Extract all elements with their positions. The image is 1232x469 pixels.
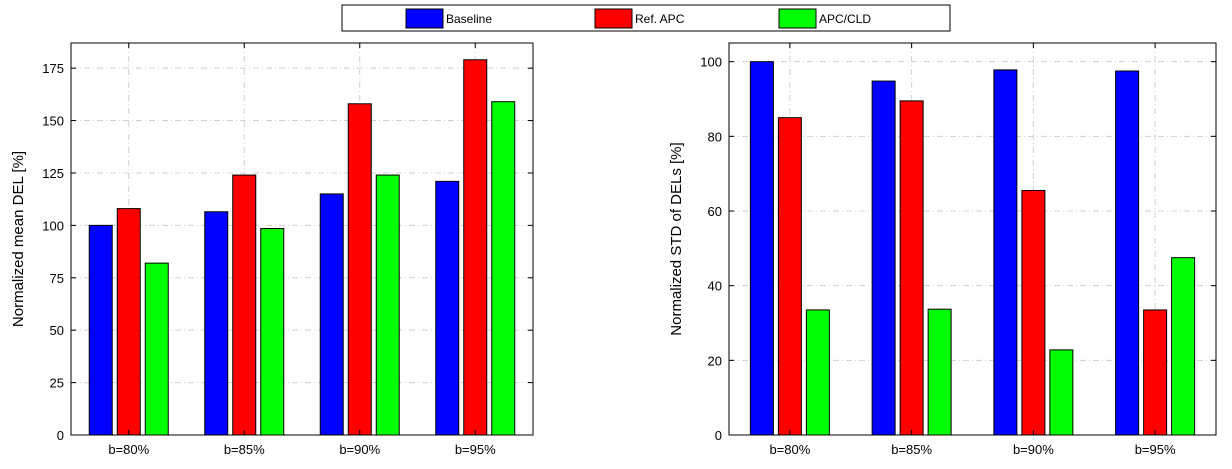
axes-frame [728, 42, 1217, 436]
legend-swatch-baseline [405, 8, 444, 29]
y-tick-label: 50 [50, 323, 64, 338]
bar-std-ref-apc-3 [1143, 309, 1168, 436]
y-axis-label: Normalized mean DEL [%] [10, 151, 27, 327]
chart-mean-del: 0 25 50 75 100 125 150 175 b=80% b=85% b=90% b=95% N… [10, 42, 534, 457]
bar-mean-apc-cld-0 [144, 262, 169, 436]
x-tick-label: b=85% [224, 442, 265, 457]
x-tick-label: b=90% [339, 442, 380, 457]
x-tick-label: b=80% [769, 442, 810, 457]
legend-swatch-apc-cld [778, 8, 817, 29]
bar-std-apc-cld-0 [805, 309, 830, 436]
y-tick-label: 100 [700, 55, 722, 70]
bar-std-baseline-3 [1115, 70, 1140, 436]
axes-frame [70, 42, 534, 436]
y-tick-label: 75 [50, 271, 64, 286]
bar-mean-baseline-0 [88, 224, 113, 436]
x-tick-label: b=85% [891, 442, 932, 457]
bar-std-apc-cld-3 [1171, 257, 1196, 436]
bar-mean-ref-apc-0 [116, 208, 141, 436]
y-axis-label: Normalized STD of DELs [%] [668, 142, 685, 335]
bar-mean-baseline-3 [435, 180, 460, 436]
bar-mean-ref-apc-3 [463, 59, 488, 436]
bar-std-ref-apc-2 [1021, 189, 1046, 436]
bar-mean-apc-cld-1 [260, 228, 285, 436]
legend-swatch-ref-apc [594, 8, 633, 29]
y-tick-label: 100 [42, 218, 64, 233]
bar-std-ref-apc-0 [777, 117, 802, 436]
legend-label-apc-cld: APC/CLD [819, 12, 871, 26]
bar-mean-apc-cld-3 [491, 101, 516, 436]
x-tick-label: b=90% [1013, 442, 1054, 457]
chart-std-del: 0 20 40 60 80 100 b=80% b=85% b=90% b=95% Normaliz… [668, 42, 1217, 457]
y-tick-label: 150 [42, 114, 64, 129]
y-tick-label: 25 [50, 376, 64, 391]
y-tick-label: 0 [715, 428, 722, 443]
bar-mean-ref-apc-1 [232, 174, 257, 436]
bar-std-ref-apc-1 [899, 100, 924, 436]
y-tick-label: 175 [42, 61, 64, 76]
bar-std-apc-cld-1 [927, 308, 952, 436]
x-tick-label: b=95% [455, 442, 496, 457]
bar-std-baseline-0 [749, 61, 774, 436]
y-tick-label: 0 [57, 428, 64, 443]
legend-label-baseline: Baseline [446, 12, 492, 26]
y-tick-label: 125 [42, 166, 64, 181]
bar-mean-baseline-2 [319, 193, 344, 436]
y-tick-label: 60 [708, 204, 722, 219]
legend-label-ref-apc: Ref. APC [635, 12, 685, 26]
y-tick-label: 20 [708, 353, 722, 368]
x-tick-label: b=95% [1135, 442, 1176, 457]
bar-std-baseline-2 [993, 69, 1018, 436]
bar-std-baseline-1 [871, 80, 896, 436]
bar-mean-ref-apc-2 [347, 103, 372, 436]
plot-area [729, 43, 1216, 435]
bar-mean-baseline-1 [204, 211, 229, 436]
y-tick-label: 80 [708, 129, 722, 144]
legend: Baseline Ref. APC APC/CLD [341, 4, 951, 32]
x-tick-label: b=80% [108, 442, 149, 457]
bar-mean-apc-cld-2 [375, 174, 400, 436]
y-tick-label: 40 [708, 279, 722, 294]
bar-std-apc-cld-2 [1049, 349, 1074, 436]
